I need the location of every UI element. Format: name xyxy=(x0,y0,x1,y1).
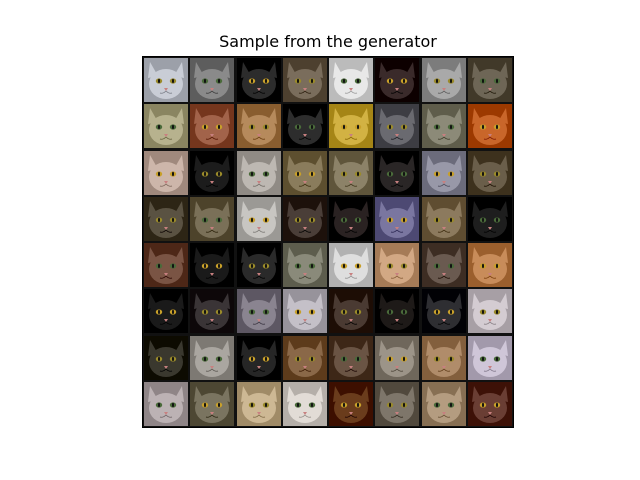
sample-image xyxy=(144,382,188,426)
sample-image xyxy=(422,336,466,380)
sample-image xyxy=(375,289,419,333)
sample-image xyxy=(422,58,466,102)
sample-image xyxy=(375,382,419,426)
sample-image xyxy=(190,104,234,148)
sample-image xyxy=(190,151,234,195)
sample-image xyxy=(375,243,419,287)
sample-image xyxy=(283,151,327,195)
sample-image xyxy=(190,243,234,287)
sample-image xyxy=(375,104,419,148)
sample-grid xyxy=(142,56,514,428)
sample-image xyxy=(422,197,466,241)
sample-image xyxy=(468,197,512,241)
sample-image xyxy=(144,58,188,102)
sample-image xyxy=(190,336,234,380)
sample-image xyxy=(237,336,281,380)
sample-image xyxy=(468,382,512,426)
sample-image xyxy=(468,151,512,195)
sample-image xyxy=(237,151,281,195)
sample-image xyxy=(237,197,281,241)
sample-image xyxy=(422,243,466,287)
sample-image xyxy=(375,197,419,241)
sample-image xyxy=(329,58,373,102)
sample-image xyxy=(468,289,512,333)
sample-image xyxy=(144,289,188,333)
sample-image xyxy=(237,382,281,426)
sample-image xyxy=(190,382,234,426)
sample-image xyxy=(237,289,281,333)
sample-image xyxy=(468,104,512,148)
sample-image xyxy=(329,382,373,426)
sample-image xyxy=(283,104,327,148)
sample-image xyxy=(329,336,373,380)
sample-image xyxy=(144,336,188,380)
sample-image xyxy=(144,151,188,195)
sample-image xyxy=(375,58,419,102)
sample-image xyxy=(422,289,466,333)
sample-image xyxy=(329,197,373,241)
sample-image xyxy=(237,243,281,287)
sample-image xyxy=(190,197,234,241)
figure-title: Sample from the generator xyxy=(219,32,437,51)
sample-image xyxy=(329,104,373,148)
sample-image xyxy=(283,336,327,380)
sample-image xyxy=(468,243,512,287)
sample-image xyxy=(237,104,281,148)
sample-image xyxy=(144,104,188,148)
sample-image xyxy=(468,58,512,102)
sample-image xyxy=(144,197,188,241)
sample-image xyxy=(329,289,373,333)
sample-image xyxy=(283,289,327,333)
sample-image xyxy=(190,289,234,333)
sample-image xyxy=(283,58,327,102)
sample-image xyxy=(375,336,419,380)
sample-image xyxy=(190,58,234,102)
sample-image xyxy=(283,382,327,426)
sample-image xyxy=(422,382,466,426)
sample-image xyxy=(422,104,466,148)
sample-image xyxy=(237,58,281,102)
sample-image xyxy=(329,243,373,287)
sample-image xyxy=(144,243,188,287)
sample-image xyxy=(283,197,327,241)
sample-image xyxy=(468,336,512,380)
sample-image xyxy=(329,151,373,195)
sample-image xyxy=(375,151,419,195)
sample-image xyxy=(283,243,327,287)
sample-image xyxy=(422,151,466,195)
